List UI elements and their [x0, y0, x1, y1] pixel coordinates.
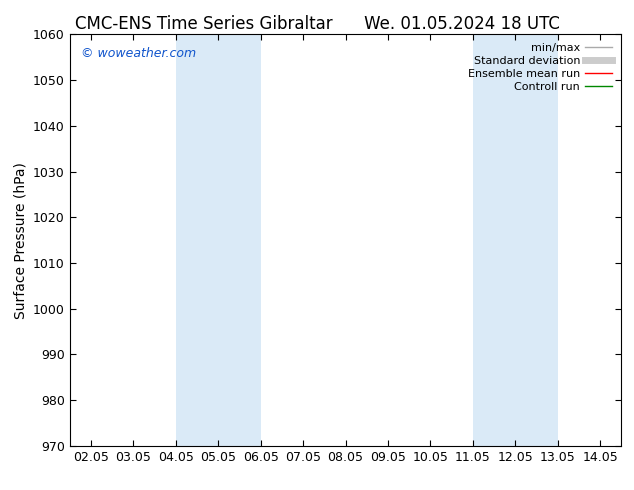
Bar [473, 34, 558, 446]
Text: © woweather.com: © woweather.com [81, 47, 196, 60]
Bar [176, 34, 261, 446]
Text: CMC-ENS Time Series Gibraltar      We. 01.05.2024 18 UTC: CMC-ENS Time Series Gibraltar We. 01.05.… [75, 15, 559, 33]
Y-axis label: Surface Pressure (hPa): Surface Pressure (hPa) [13, 162, 27, 318]
Legend: min/max, Standard deviation, Ensemble mean run, Controll run: min/max, Standard deviation, Ensemble me… [465, 40, 616, 95]
